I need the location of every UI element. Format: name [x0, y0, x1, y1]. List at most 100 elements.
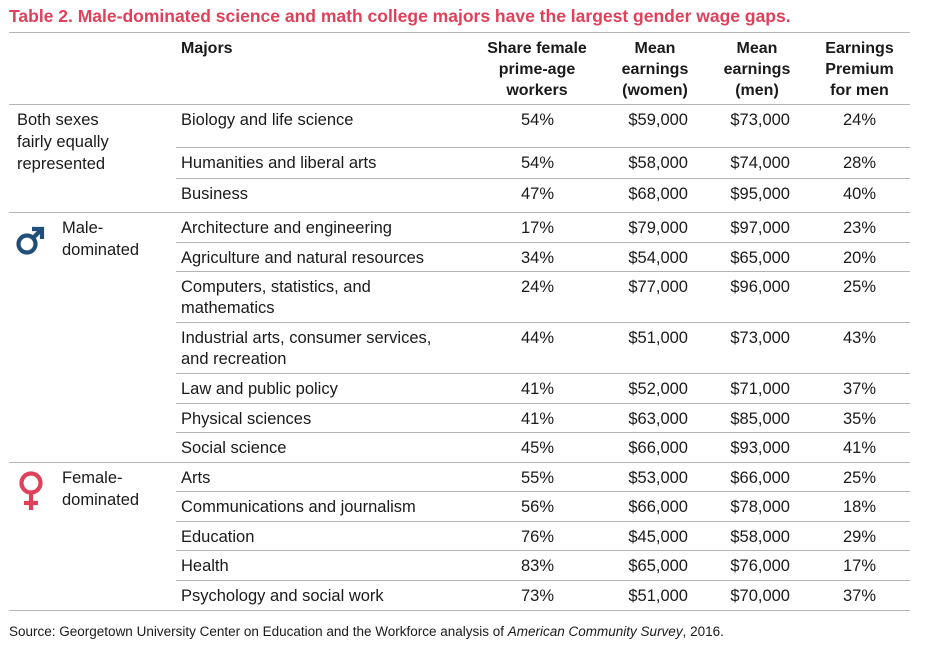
group-label-female: Female- dominated: [62, 469, 140, 509]
cell-major: Social science: [181, 439, 287, 457]
cell-premium: 29%: [842, 528, 876, 546]
cell-share-female: 41%: [520, 380, 554, 398]
header-mean-men: Mean earnings (men): [723, 40, 791, 99]
cell-share-female: 56%: [520, 498, 554, 516]
row-rule: [176, 580, 910, 581]
cell-share-female: 54%: [520, 154, 554, 172]
row-rule: [9, 104, 910, 105]
cell-major: Computers, statistics, and mathematics: [181, 278, 371, 317]
cell-premium: 24%: [842, 111, 876, 129]
cell-mean-men: $58,000: [730, 528, 790, 546]
row-rule: [176, 147, 910, 148]
cell-major: Business: [181, 185, 248, 203]
header-premium: Earnings Premium for men: [825, 40, 894, 99]
table-title: Table 2. Male-dominated science and math…: [9, 6, 791, 26]
cell-major: Agriculture and natural resources: [181, 249, 425, 267]
row-rule: [176, 521, 910, 522]
cell-share-female: 76%: [520, 528, 554, 546]
cell-mean-men: $85,000: [730, 410, 790, 428]
cell-mean-men: $66,000: [730, 469, 790, 487]
cell-mean-men: $70,000: [730, 587, 790, 605]
row-rule: [176, 403, 910, 404]
cell-mean-women: $66,000: [628, 439, 688, 457]
cell-premium: 41%: [842, 439, 876, 457]
cell-share-female: 47%: [520, 185, 554, 203]
row-rule: [176, 491, 910, 492]
source-note: Source: Georgetown University Center on …: [9, 624, 724, 639]
row-rule: [176, 271, 910, 272]
cell-major: Physical sciences: [181, 410, 312, 428]
header-mean-women: Mean earnings (women): [621, 40, 689, 99]
cell-mean-men: $78,000: [730, 498, 790, 516]
row-rule: [176, 550, 910, 551]
cell-major: Health: [181, 557, 229, 575]
cell-premium: 20%: [842, 249, 876, 267]
cell-share-female: 55%: [520, 469, 554, 487]
cell-share-female: 24%: [520, 278, 554, 296]
cell-mean-women: $51,000: [628, 329, 688, 347]
cell-mean-men: $96,000: [730, 278, 790, 296]
cell-major: Law and public policy: [181, 380, 338, 398]
cell-mean-women: $66,000: [628, 498, 688, 516]
cell-premium: 37%: [842, 587, 876, 605]
cell-mean-men: $74,000: [730, 154, 790, 172]
cell-major: Communications and journalism: [181, 498, 416, 516]
row-rule: [9, 462, 910, 463]
cell-mean-women: $59,000: [628, 111, 688, 129]
cell-mean-men: $95,000: [730, 185, 790, 203]
row-rule: [176, 242, 910, 243]
cell-mean-men: $65,000: [730, 249, 790, 267]
male-icon: [16, 226, 45, 255]
cell-major: Psychology and social work: [181, 587, 384, 605]
cell-share-female: 73%: [520, 587, 554, 605]
cell-share-female: 41%: [520, 410, 554, 428]
cell-mean-men: $73,000: [730, 111, 790, 129]
cell-premium: 43%: [842, 329, 876, 347]
top-rule: [9, 32, 910, 33]
cell-mean-men: $97,000: [730, 219, 790, 237]
cell-mean-women: $77,000: [628, 278, 688, 296]
cell-share-female: 34%: [520, 249, 554, 267]
row-rule: [176, 322, 910, 323]
cell-share-female: 83%: [520, 557, 554, 575]
cell-major: Education: [181, 528, 255, 546]
cell-share-female: 17%: [520, 219, 554, 237]
group-label-both: Both sexes fairly equally represented: [17, 111, 109, 173]
cell-mean-women: $45,000: [628, 528, 688, 546]
cell-major: Biology and life science: [181, 111, 354, 129]
cell-premium: 35%: [842, 410, 876, 428]
female-icon: [19, 471, 43, 510]
cell-mean-men: $71,000: [730, 380, 790, 398]
cell-major: Humanities and liberal arts: [181, 154, 377, 172]
cell-share-female: 45%: [520, 439, 554, 457]
header-share-female: Share female prime-age workers: [487, 40, 587, 99]
source-suffix: , 2016.: [682, 624, 724, 639]
cell-premium: 28%: [842, 154, 876, 172]
cell-premium: 25%: [842, 469, 876, 487]
cell-mean-women: $54,000: [628, 249, 688, 267]
cell-major: Industrial arts, consumer services, and …: [181, 329, 432, 368]
row-rule: [176, 178, 910, 179]
cell-mean-men: $93,000: [730, 439, 790, 457]
cell-premium: 23%: [842, 219, 876, 237]
cell-premium: 40%: [842, 185, 876, 203]
group-label-male: Male- dominated: [62, 219, 140, 259]
cell-mean-women: $52,000: [628, 380, 688, 398]
cell-mean-women: $51,000: [628, 587, 688, 605]
row-rule: [9, 212, 910, 213]
bottom-rule: [9, 610, 910, 611]
source-italic: American Community Survey: [507, 624, 683, 639]
cell-mean-men: $76,000: [730, 557, 790, 575]
row-rule: [176, 373, 910, 374]
cell-mean-women: $58,000: [628, 154, 688, 172]
cell-major: Arts: [181, 469, 211, 487]
cell-premium: 17%: [842, 557, 876, 575]
cell-premium: 18%: [842, 498, 876, 516]
source-prefix: Source: Georgetown University Center on …: [9, 624, 508, 639]
cell-mean-women: $53,000: [628, 469, 688, 487]
cell-mean-women: $79,000: [628, 219, 688, 237]
header-majors: Majors: [181, 40, 233, 57]
cell-share-female: 54%: [520, 111, 554, 129]
cell-premium: 37%: [842, 380, 876, 398]
row-rule: [176, 432, 910, 433]
